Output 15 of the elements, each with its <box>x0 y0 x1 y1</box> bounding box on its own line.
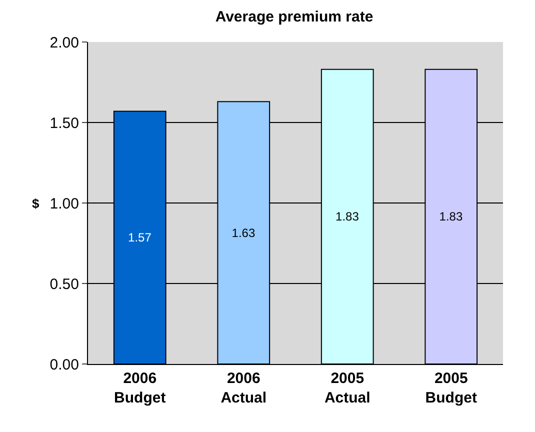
data-label: 1.63 <box>232 226 256 240</box>
data-label: 1.83 <box>336 210 360 224</box>
x-tick-label: 2006 Budget <box>114 370 166 406</box>
y-axis-title: $ <box>32 196 40 211</box>
y-tick-label: 2.00 <box>50 34 79 52</box>
x-tick-label: 2005 Budget <box>425 370 477 406</box>
y-tick-label: 0.00 <box>50 356 79 374</box>
x-tick-label: 2006 Actual <box>220 370 267 406</box>
y-tick-label: 1.50 <box>50 114 79 132</box>
y-tick-label: 0.50 <box>50 276 79 293</box>
chart-title: Average premium rate <box>215 8 374 26</box>
x-tick-label: 2005 Actual <box>324 370 370 406</box>
y-tick-label: 1.00 <box>50 195 79 212</box>
data-label: 1.83 <box>439 210 463 224</box>
data-label: 1.57 <box>128 230 152 245</box>
